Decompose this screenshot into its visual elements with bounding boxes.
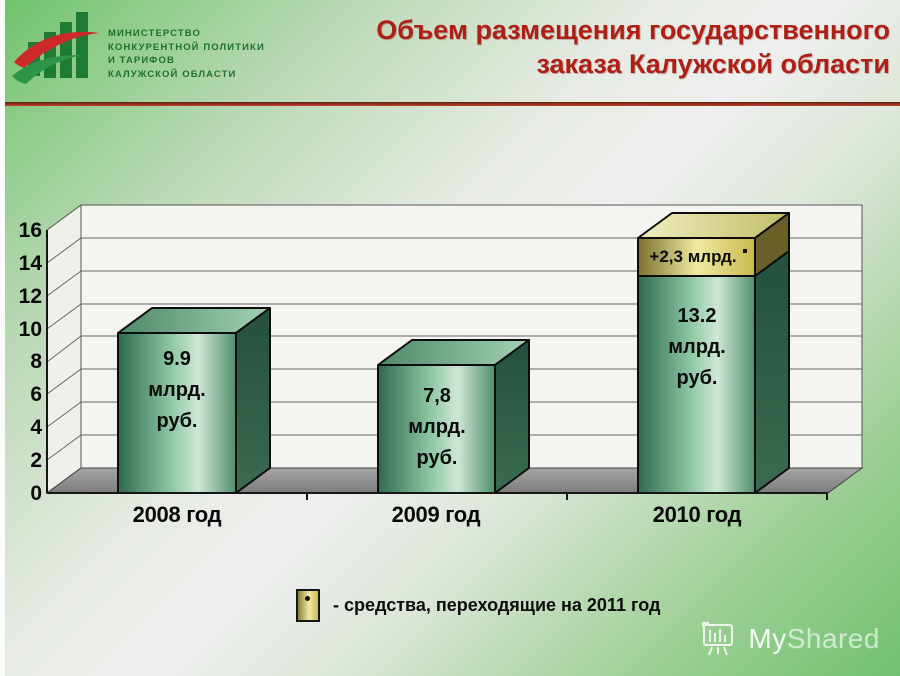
chart-left-wall bbox=[46, 204, 82, 494]
y-axis-tick: 10 bbox=[18, 318, 42, 341]
logo-green-swoosh bbox=[12, 54, 82, 84]
ministry-line: конкурентной политики bbox=[108, 41, 265, 53]
bar-value-label-2010: 13.2 млрд. руб. bbox=[668, 305, 726, 389]
logo-bar bbox=[76, 12, 88, 78]
projector-screen-icon bbox=[702, 622, 734, 656]
bar-2010-carryover-segment bbox=[637, 212, 790, 277]
bar-2008 bbox=[117, 307, 271, 494]
legend-swatch-dot-icon bbox=[305, 596, 310, 601]
y-axis-tick: 6 bbox=[30, 383, 42, 406]
legend-swatch-icon bbox=[296, 589, 320, 622]
x-axis-label-2010: 2010 год bbox=[652, 502, 742, 527]
slide-title: Объем размещения государственного заказа… bbox=[305, 13, 896, 81]
ministry-line: и тарифов bbox=[108, 55, 175, 66]
carryover-value-text: +2,3 млрд. bbox=[649, 247, 737, 266]
bar-value-label-2009: 7,8 млрд. руб. bbox=[408, 385, 466, 469]
x-axis-label-2008: 2008 год bbox=[132, 502, 222, 527]
ministry-logo-icon bbox=[12, 12, 100, 84]
y-axis-tick: 14 bbox=[18, 252, 42, 275]
ministry-name: Министерство конкурентной политики и тар… bbox=[108, 27, 265, 81]
bar-2010 bbox=[637, 212, 790, 494]
header-divider bbox=[5, 102, 900, 106]
y-axis-tick: 12 bbox=[18, 285, 42, 308]
slide-title-line1: Объем размещения государственного bbox=[376, 15, 890, 45]
y-axis-tick: 8 bbox=[30, 350, 42, 373]
slide-title-line2: заказа Калужской области bbox=[536, 49, 890, 79]
x-axis-label-2009: 2009 год bbox=[391, 502, 481, 527]
ministry-line: Министерство bbox=[108, 28, 201, 39]
myshared-brand-text: MyShared bbox=[748, 623, 880, 655]
legend-text: - средства, переходящие на 2011 год bbox=[333, 595, 661, 615]
myshared-watermark[interactable]: MyShared bbox=[699, 620, 880, 658]
y-axis-tick: 0 bbox=[30, 482, 42, 505]
brand-my: My bbox=[748, 623, 787, 654]
footnote-marker-icon bbox=[742, 249, 747, 253]
carryover-value-label: +2,3 млрд. bbox=[636, 247, 760, 267]
bar-value-label-2008: 9.9 млрд. руб. bbox=[148, 348, 206, 432]
y-axis-tick: 2 bbox=[30, 449, 42, 472]
left-border-strip bbox=[0, 0, 5, 676]
brand-shared: Shared bbox=[786, 623, 880, 654]
ministry-line: Калужской области bbox=[108, 68, 237, 80]
logo-red-swoosh bbox=[14, 31, 100, 68]
y-axis-tick: 16 bbox=[18, 219, 42, 242]
chart-legend: - средства, переходящие на 2011 год bbox=[296, 589, 660, 622]
y-axis-tick: 4 bbox=[30, 416, 42, 439]
chart-axes bbox=[46, 230, 828, 500]
